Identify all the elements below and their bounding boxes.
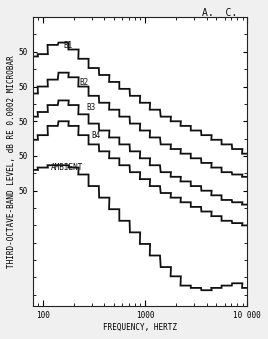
Y-axis label: THIRD-OCTAVE-BAND LEVEL, dB RE 0.0002 MICROBAR: THIRD-OCTAVE-BAND LEVEL, dB RE 0.0002 MI… bbox=[7, 55, 16, 268]
Text: B2: B2 bbox=[80, 78, 89, 86]
Text: AMBIENT: AMBIENT bbox=[51, 163, 83, 172]
Text: B1: B1 bbox=[64, 41, 73, 49]
Text: B4: B4 bbox=[91, 131, 101, 140]
Text: A.  C.: A. C. bbox=[202, 8, 237, 18]
Text: B3: B3 bbox=[86, 103, 95, 112]
X-axis label: FREQUENCY, HERTZ: FREQUENCY, HERTZ bbox=[103, 323, 177, 332]
